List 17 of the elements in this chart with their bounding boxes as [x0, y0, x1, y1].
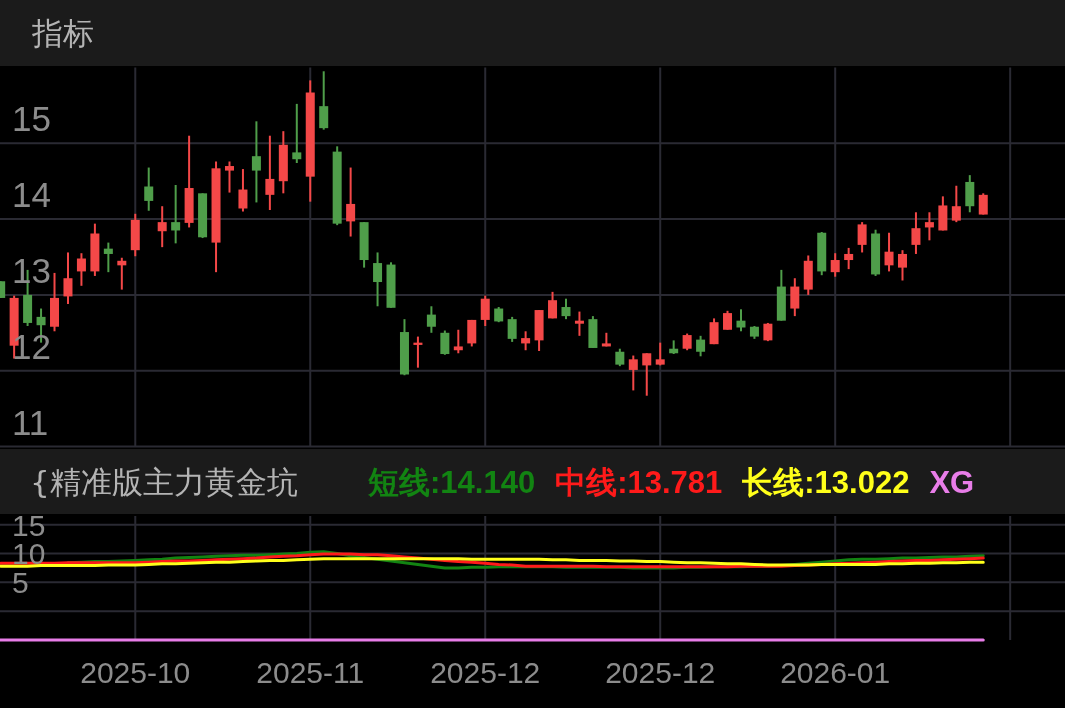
text: 中线:13.781: [555, 464, 723, 500]
y-tick-label: 15: [12, 508, 46, 542]
text: XG: [929, 464, 975, 500]
chart-title: {精准版主力黄金坑: [30, 463, 298, 500]
x-tick-label: 2025-12: [605, 656, 716, 689]
y-tick-label: 14: [12, 175, 51, 215]
y-tick-label: 5: [12, 566, 29, 600]
y-tick-label: 15: [12, 99, 51, 139]
y-tick-label: 11: [12, 402, 49, 442]
text: 长线:13.022: [741, 464, 910, 500]
x-tick-label: 2025-12: [430, 656, 541, 689]
y-tick-label: 13: [12, 250, 51, 290]
x-tick-label: 2025-10: [80, 656, 191, 689]
chart-title: 指标: [31, 15, 94, 51]
x-tick-label: 2026-01: [780, 656, 891, 689]
series-label: 短线:14.140: [367, 464, 536, 500]
x-tick-label: 2025-11: [256, 656, 365, 689]
